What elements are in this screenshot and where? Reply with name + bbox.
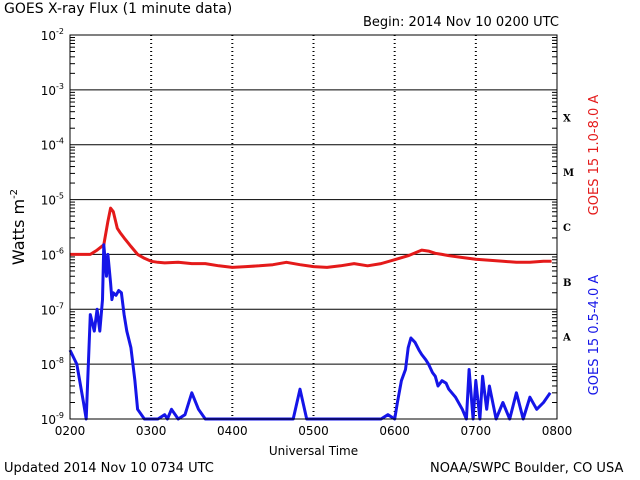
plot-frame bbox=[69, 34, 558, 420]
y-tick-label: 10-4 bbox=[41, 137, 64, 153]
series bbox=[68, 206, 552, 421]
flare-class-label: M bbox=[563, 168, 574, 179]
y-tick-label: 10-5 bbox=[41, 192, 64, 208]
updated-time: Updated 2014 Nov 10 0734 UTC bbox=[4, 461, 214, 476]
x-tick-label: 0500 bbox=[298, 424, 329, 438]
y-tick-label: 10-8 bbox=[41, 356, 64, 372]
y-tick-label: 10-6 bbox=[41, 246, 64, 262]
x-tick-label: 0800 bbox=[542, 424, 573, 438]
flare-class-label: A bbox=[562, 333, 571, 344]
grid bbox=[70, 35, 557, 419]
credit: NOAA/SWPC Boulder, CO USA bbox=[430, 461, 624, 476]
x-tick-label: 0400 bbox=[217, 424, 248, 438]
flare-class-label: X bbox=[563, 113, 571, 124]
x-tick-label: 0300 bbox=[136, 424, 167, 438]
flare-class-label: B bbox=[563, 278, 571, 289]
y-axis-label: Watts m-2 bbox=[9, 189, 28, 265]
x-tick-label: 0600 bbox=[379, 424, 410, 438]
flare-class-label: C bbox=[563, 223, 571, 234]
legend-short-channel: GOES 15 0.5-4.0 A bbox=[587, 275, 602, 396]
x-axis-label: Universal Time bbox=[269, 444, 358, 458]
legend-long-channel: GOES 15 1.0-8.0 A bbox=[587, 95, 602, 216]
x-tick-label: 0700 bbox=[461, 424, 492, 438]
chart-title: GOES X-ray Flux (1 minute data) bbox=[4, 1, 233, 17]
x-tick-label: 0200 bbox=[55, 424, 86, 438]
y-tick-label: 10-2 bbox=[41, 27, 64, 43]
begin-time: Begin: 2014 Nov 10 0200 UTC bbox=[363, 15, 559, 30]
y-tick-label: 10-3 bbox=[41, 82, 64, 98]
y-tick-label: 10-7 bbox=[41, 301, 64, 317]
series-short-line bbox=[68, 243, 552, 421]
series-long-line bbox=[70, 206, 552, 269]
